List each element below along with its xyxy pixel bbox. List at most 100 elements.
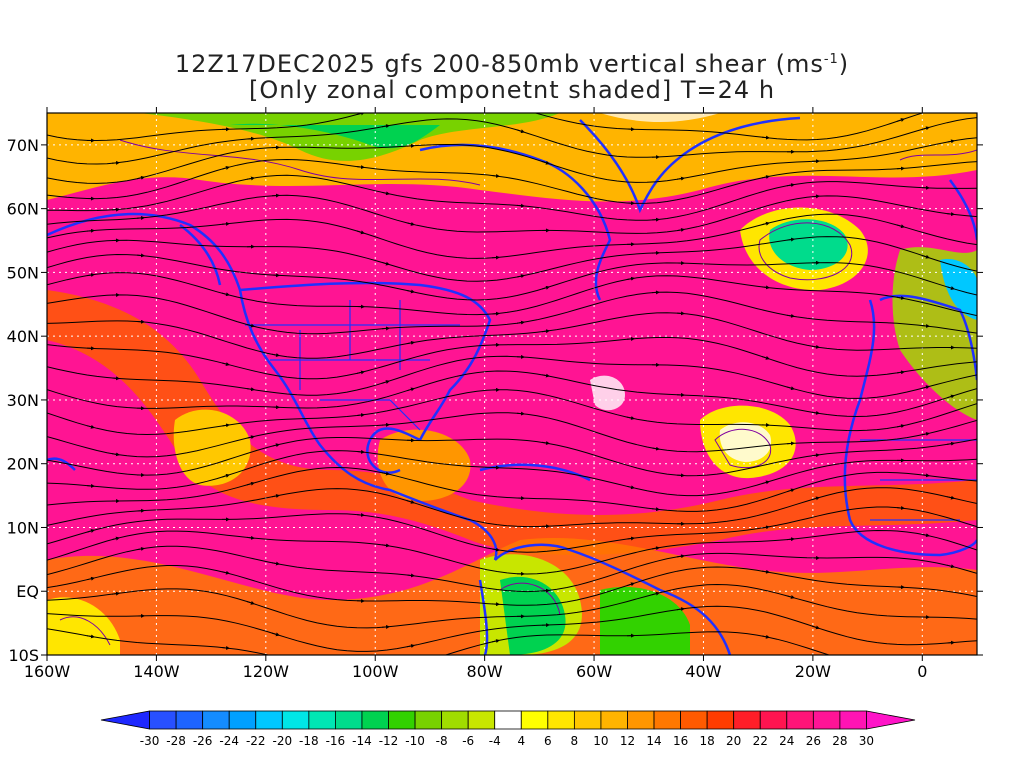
streamline-arrow xyxy=(786,595,795,599)
colorbar-swatch xyxy=(680,710,708,730)
streamline-arrow xyxy=(221,473,230,478)
colorbar-swatch xyxy=(255,710,283,730)
streamline-arrow xyxy=(896,295,905,300)
colorbar-label: -10 xyxy=(405,734,425,748)
streamline xyxy=(47,174,977,221)
streamline-arrow xyxy=(381,380,390,384)
colorbar-label: -8 xyxy=(436,734,448,748)
streamline-arrow xyxy=(626,336,635,341)
axes: 160W 140W 120W 100W 80W 60W 40W 20W 0 10S EQ 10N 20N… xyxy=(7,107,983,681)
streamline-arrow xyxy=(786,488,795,493)
streamline-arrow xyxy=(356,449,365,454)
streamline xyxy=(47,236,977,282)
streamline-arrow xyxy=(381,543,390,548)
streamline xyxy=(47,291,977,335)
streamline-arrow xyxy=(221,423,230,428)
streamline-arrow xyxy=(516,274,525,279)
streamline xyxy=(47,312,977,359)
streamline-arrow xyxy=(271,632,280,637)
streamline-arrow xyxy=(86,634,95,639)
colorbar-label: -30 xyxy=(140,734,160,748)
streamline-arrow xyxy=(946,495,955,500)
colorbar-label: 8 xyxy=(571,734,579,748)
streamline-arrow xyxy=(921,473,930,478)
streamline-arrow xyxy=(221,292,230,297)
streamline-arrow xyxy=(651,446,660,451)
lat-tick-label: 20N xyxy=(7,455,39,474)
colorbar-swatch xyxy=(441,710,469,730)
streamline xyxy=(47,412,977,458)
streamline-arrow xyxy=(761,569,770,574)
streamline xyxy=(47,450,977,497)
streamline-arrow xyxy=(946,139,955,144)
colorbar-label: 20 xyxy=(726,734,741,748)
streamline-arrow xyxy=(786,537,795,542)
streamline-arrow xyxy=(406,644,415,648)
streamline-arrow xyxy=(356,370,365,375)
streamline-arrow xyxy=(786,183,795,188)
streamline-arrow xyxy=(896,224,905,229)
streamline-arrow xyxy=(271,443,280,448)
colorbar-label: 6 xyxy=(544,734,552,748)
streamline-arrow xyxy=(626,416,635,420)
streamline xyxy=(47,506,977,553)
streamline-arrow xyxy=(676,554,685,559)
lat-tick-label: 30N xyxy=(7,391,39,410)
streamline-arrow xyxy=(896,506,905,510)
plot-area xyxy=(47,113,977,655)
lat-tick-label: 50N xyxy=(7,263,39,282)
colorbar-label: 10 xyxy=(593,734,608,748)
streamline xyxy=(47,389,977,436)
colorbar-label: -14 xyxy=(352,734,372,748)
streamline-arrow xyxy=(761,480,770,485)
map-title-line2: [Only zonal componetnt shaded] T=24 h xyxy=(248,76,776,104)
lon-tick-label: 160W xyxy=(24,662,71,681)
colorbar-swatch xyxy=(600,710,628,730)
streamline-arrow xyxy=(491,547,500,552)
colorbar-swatch xyxy=(653,710,681,730)
lon-tick-label: 140W xyxy=(133,662,180,681)
streamline xyxy=(47,466,977,512)
streamline-arrow xyxy=(786,386,795,391)
streamline-arrow xyxy=(946,286,955,290)
streamline-arrow xyxy=(761,355,770,360)
streamline-arrow xyxy=(406,573,415,578)
plot-frame xyxy=(46,112,978,656)
lat-tick-label: 10N xyxy=(7,518,39,537)
lat-tick-label: 60N xyxy=(7,200,39,219)
streamline-arrow xyxy=(271,561,280,566)
streamline xyxy=(47,137,977,184)
streamline-arrow xyxy=(516,411,525,416)
colorbar-label: 22 xyxy=(753,734,768,748)
streamline-arrow xyxy=(811,344,820,349)
streamline-arrow xyxy=(946,441,955,446)
streamline-arrow xyxy=(221,166,230,170)
colorbar-label: 12 xyxy=(620,734,635,748)
streamline xyxy=(47,336,977,380)
streamline xyxy=(47,158,977,204)
streamline-arrow xyxy=(541,373,550,378)
streamline-arrow xyxy=(246,481,255,486)
colorbar-swatch xyxy=(149,710,177,730)
streamline-arrow xyxy=(786,237,795,242)
colorbar-label: 16 xyxy=(673,734,688,748)
streamline-arrow xyxy=(86,228,95,233)
lon-tick-label: 100W xyxy=(352,662,399,681)
streamline-arrow xyxy=(626,582,635,587)
streamline-arrow xyxy=(761,525,770,530)
streamline-arrow xyxy=(921,533,930,538)
lon-tick-label: 60W xyxy=(576,662,612,681)
streamline xyxy=(47,605,977,652)
lon-tick-label: 80W xyxy=(467,662,503,681)
streamline-arrow xyxy=(946,564,955,569)
borders xyxy=(245,300,977,521)
streamline-arrow xyxy=(406,499,415,504)
colorbar-swatch xyxy=(388,710,416,730)
streamline xyxy=(47,113,925,142)
streamline-arrow xyxy=(381,124,390,129)
lon-tick-label: 120W xyxy=(243,662,290,681)
streamline-arrow xyxy=(136,175,145,180)
colorbar-label: 18 xyxy=(699,734,714,748)
streamline-arrow xyxy=(356,413,365,418)
streamline-arrow xyxy=(381,261,390,266)
